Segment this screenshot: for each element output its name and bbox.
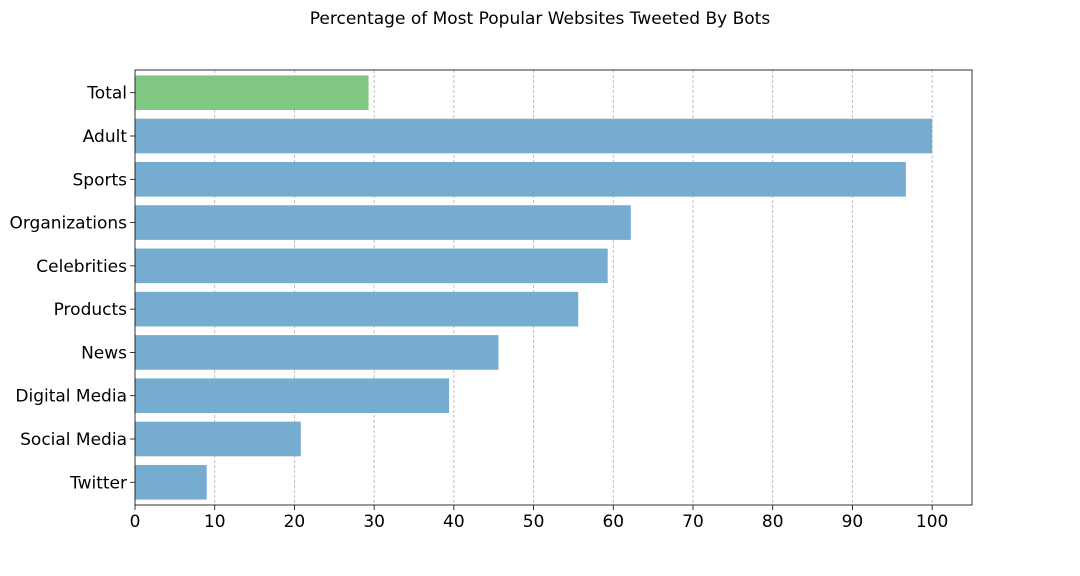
y-tick-label: Sports <box>73 170 128 190</box>
bar-products <box>135 291 579 327</box>
x-tick-label: 80 <box>762 512 784 532</box>
y-tick-label: Organizations <box>9 214 127 234</box>
bars <box>135 75 933 500</box>
bar-twitter <box>135 464 207 500</box>
x-tick-label: 30 <box>363 512 385 532</box>
x-tick-label: 70 <box>682 512 704 532</box>
x-tick-label: 40 <box>443 512 465 532</box>
y-tick-label: Adult <box>83 127 128 147</box>
y-tick-label: News <box>81 343 127 363</box>
bar-digital-media <box>135 378 450 414</box>
y-axis: Total Adult Sports Organizations Celebrities… <box>9 84 135 493</box>
x-tick-label: 100 <box>916 512 948 532</box>
y-tick-label: Twitter <box>69 473 127 493</box>
y-tick-label: Celebrities <box>36 257 127 277</box>
x-tick-label: 10 <box>204 512 226 532</box>
bar-celebrities <box>135 248 608 284</box>
y-tick-label: Products <box>54 300 128 320</box>
bar-total <box>135 75 369 111</box>
x-tick-label: 60 <box>602 512 624 532</box>
y-tick-label: Total <box>86 84 127 104</box>
bar-organizations <box>135 205 631 240</box>
bar-sports <box>135 161 906 197</box>
x-tick-label: 20 <box>284 512 306 532</box>
x-tick-label: 0 <box>130 512 141 532</box>
chart-title: Percentage of Most Popular Websites Twee… <box>309 9 771 29</box>
y-tick-label: Digital Media <box>15 387 127 407</box>
x-tick-label: 90 <box>842 512 864 532</box>
plot-frame <box>134 69 973 506</box>
bar-social-media <box>135 421 301 457</box>
y-tick-label: Social Media <box>20 430 127 450</box>
bar-news <box>135 335 499 370</box>
bar-adult <box>135 118 933 154</box>
x-axis: 0 10 20 30 40 50 60 70 80 90 100 <box>130 505 948 532</box>
x-tick-label: 50 <box>523 512 545 532</box>
